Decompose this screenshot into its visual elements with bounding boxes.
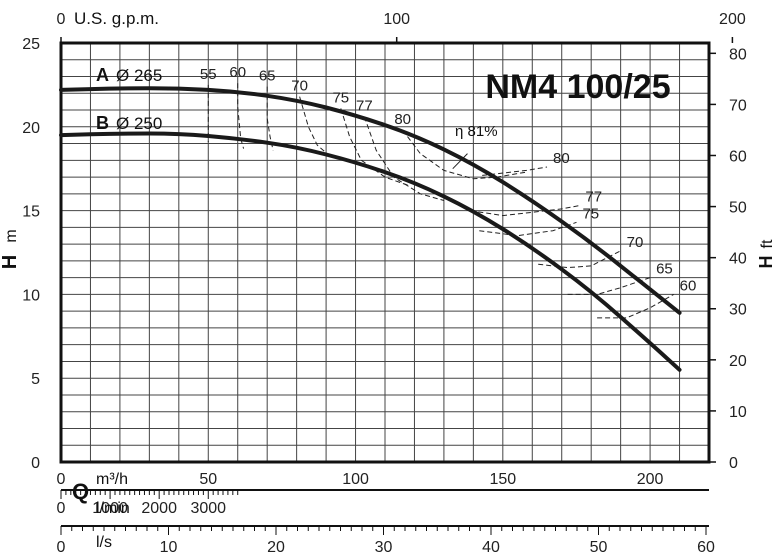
ls-tick-label: 50: [590, 539, 608, 556]
grid: [59, 41, 711, 464]
top-tick-label: 200: [719, 11, 746, 28]
efficiency-label: 75: [332, 89, 349, 106]
series-b-diameter: Ø 250: [116, 114, 162, 133]
efficiency-curve: [538, 250, 621, 269]
y-tick-label: 25: [22, 36, 40, 53]
y-tick-label: 0: [31, 455, 40, 472]
y2-tick-label: 10: [729, 404, 747, 421]
lmin-tick-label: 2000: [141, 500, 177, 517]
x-tick-label: 200: [637, 471, 664, 488]
ls-tick-label: 0: [57, 539, 66, 556]
efficiency-label: 55: [200, 66, 217, 83]
series-a-diameter: Ø 265: [116, 66, 162, 85]
ls-tick-label: 40: [482, 539, 500, 556]
y-tick-label: 20: [22, 120, 40, 137]
series-b-letter: B: [96, 113, 109, 133]
axes: 0510152025010203040506070800100200300400…: [22, 11, 747, 556]
y-tick-label: 15: [22, 204, 40, 221]
y2-tick-label: 80: [729, 46, 747, 63]
lmin-tick-label: 3000: [190, 500, 226, 517]
efficiency-max-label: η 81%: [455, 123, 498, 140]
ls-tick-label: 20: [267, 539, 285, 556]
x-tick-label: 50: [199, 471, 217, 488]
y2-tick-label: 0: [729, 455, 738, 472]
top-axis-label: U.S. g.p.m.: [74, 9, 159, 28]
efficiency-label: 80: [394, 111, 411, 128]
lmin-axis-label: l/min: [96, 500, 130, 517]
efficiency-label: 70: [627, 234, 644, 251]
top-tick-label: 0: [57, 11, 66, 28]
left-axis-label-h: H: [0, 255, 21, 269]
y2-tick-label: 50: [729, 200, 747, 217]
efficiency-label: 70: [291, 78, 308, 95]
q-axis-label: Q: [72, 479, 89, 504]
efficiency-curve: [479, 221, 577, 237]
right-axis-label-unit: ft: [759, 239, 776, 248]
chart-title: NM4 100/25: [485, 68, 670, 106]
efficiency-curve: [363, 116, 445, 201]
efficiency-label: 65: [259, 68, 276, 85]
efficiency-label: 65: [656, 261, 673, 278]
efficiency-label: 60: [229, 64, 246, 81]
head-curve-a: [59, 86, 682, 315]
ls-tick-label: 10: [160, 539, 178, 556]
y2-tick-label: 60: [729, 148, 747, 165]
efficiency-label: 77: [356, 98, 373, 115]
efficiency-curve: [402, 129, 527, 180]
efficiency-curve: [567, 277, 651, 295]
y2-tick-label: 20: [729, 353, 747, 370]
efficiency-curve: [470, 205, 580, 217]
left-axis-label-unit: m: [3, 229, 20, 242]
efficiency-max-marker: [452, 153, 468, 170]
efficiency-label: 75: [582, 205, 599, 222]
top-tick-label: 100: [383, 11, 410, 28]
ls-axis-label: l/s: [96, 534, 112, 551]
y2-tick-label: 30: [729, 302, 747, 319]
efficiency-curve: [299, 96, 330, 156]
y2-tick-label: 70: [729, 97, 747, 114]
efficiency-curve: [237, 83, 245, 149]
plot-frame: [59, 41, 711, 464]
q-axis-unit: m³/h: [96, 471, 128, 488]
efficiency-curve: [482, 166, 548, 176]
efficiency-label: 77: [585, 189, 602, 206]
lmin-tick-label: 0: [57, 500, 66, 517]
ls-tick-label: 60: [697, 539, 715, 556]
x-tick-label: 100: [342, 471, 369, 488]
ls-tick-label: 30: [375, 539, 393, 556]
x-tick-label: 150: [489, 471, 516, 488]
head-curves: [59, 86, 682, 372]
right-axis-label-h: H: [756, 256, 776, 269]
y-tick-label: 5: [31, 371, 40, 388]
series-a-letter: A: [96, 65, 109, 85]
head-curve-b: [59, 131, 682, 372]
efficiency-label: 80: [553, 150, 570, 167]
lmin-tick-label: 1000: [92, 500, 128, 517]
efficiency-label: 60: [680, 277, 697, 294]
y2-tick-label: 40: [729, 251, 747, 268]
x-tick-label: 0: [57, 471, 66, 488]
y-tick-label: 10: [22, 287, 40, 304]
efficiency-curve: [340, 108, 409, 186]
